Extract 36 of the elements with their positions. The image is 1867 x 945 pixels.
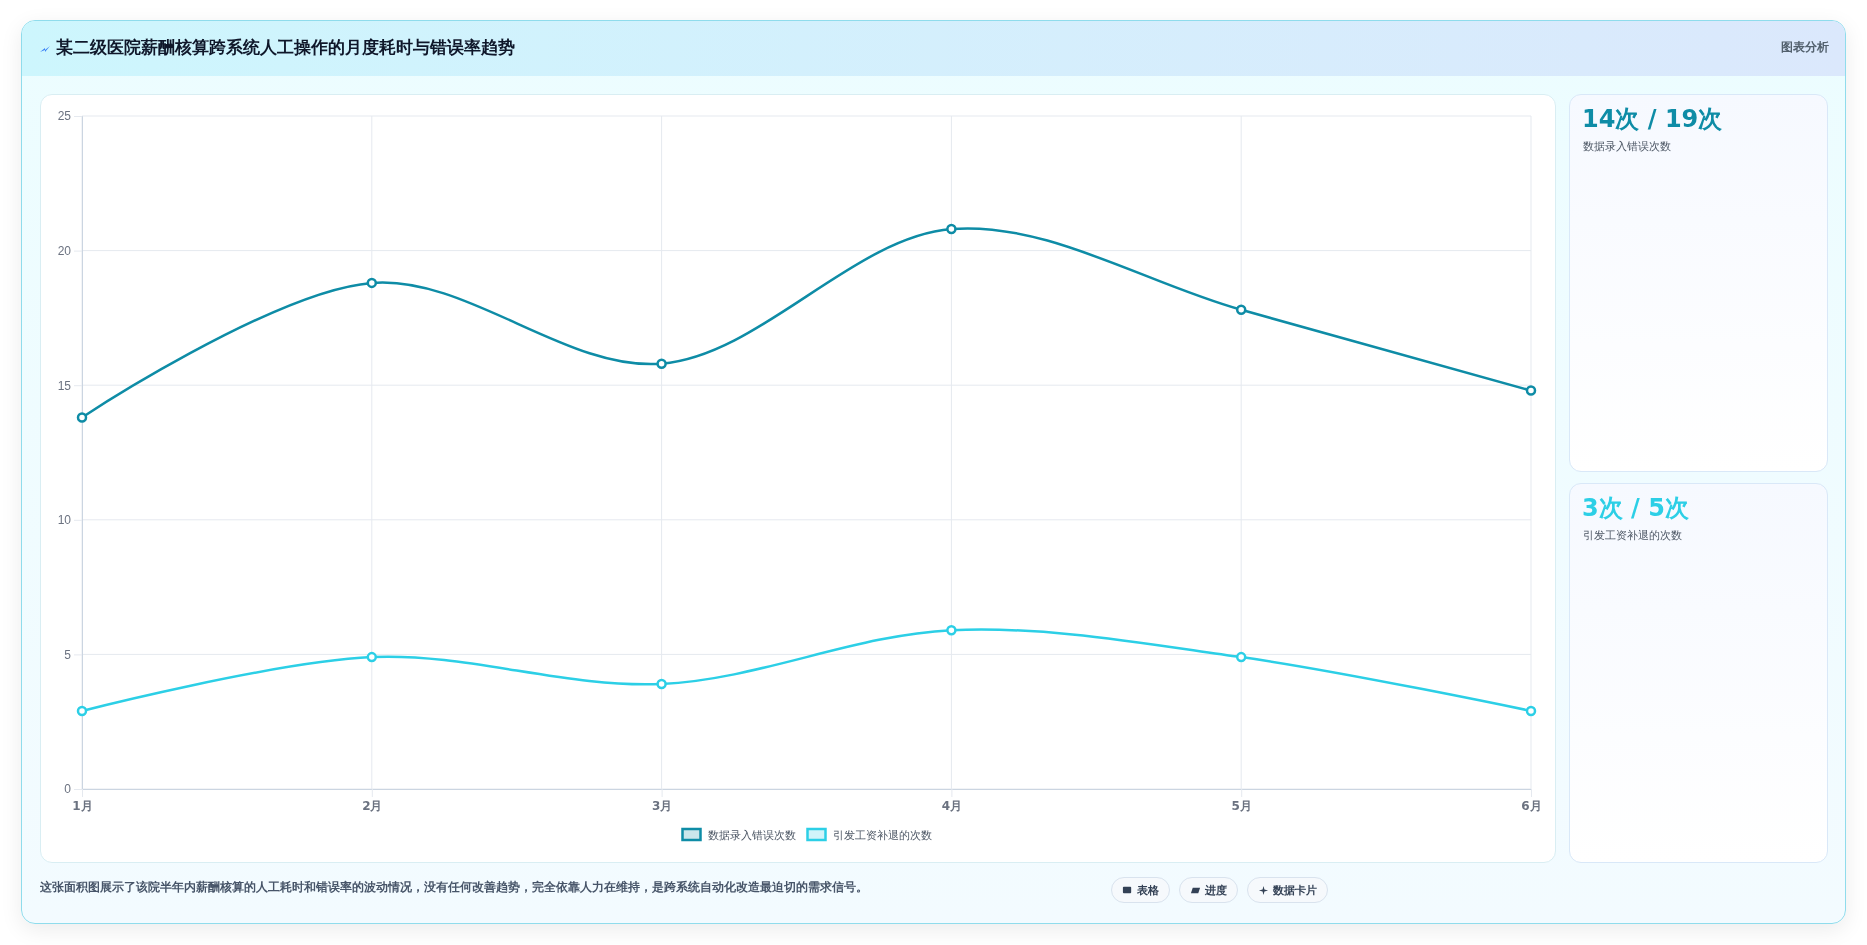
legend-label: 引发工资补退的次数 [833,829,932,842]
x-tick-label: 1月 [72,798,93,813]
point [1525,385,1537,396]
point [1525,705,1537,717]
point [366,277,378,289]
chart-title: 某二级医院薪酬核算跨系统人工操作的月度耗时与错误率趋势 [56,36,515,59]
y-tick-label: 5 [64,647,72,662]
text: 图表分析 [1781,39,1829,56]
y-tick-label: 20 [57,243,72,258]
text: 引发工资补退的次数 [1583,528,1682,543]
point [946,223,957,235]
point [656,358,667,369]
text: 14次 / 19次 [1582,104,1723,135]
point [76,412,88,423]
x-tick-label: 6月 [1521,798,1542,813]
point [1235,304,1247,316]
text: 数据录入错误次数 [1583,139,1671,154]
text: 这张面积图展示了该院半年内薪酬核算的人工耗时和错误率的波动情况，没有任何改善趋势，完全依靠人力在维持，是跨系统自动化改造最迫切的需求信号。 [40,879,868,896]
text: 表格 [1137,882,1159,898]
x-tick-label: 5月 [1231,798,1252,813]
point [946,624,957,636]
text: 数据卡片 [1273,882,1317,898]
point [366,651,378,663]
x-tick-label: 3月 [651,798,673,813]
x-tick-label: 4月 [941,798,963,813]
y-tick-label: 0 [64,782,72,797]
text: 进度 [1205,882,1227,898]
text: 3次 / 5次 [1582,493,1689,524]
point [76,705,88,717]
legend-label: 数据录入错误次数 [708,829,796,842]
point [1235,651,1247,663]
y-tick-label: 15 [57,378,72,393]
x-tick-label: 2月 [362,798,383,813]
y-tick-label: 10 [57,513,72,528]
point [656,678,667,690]
y-tick-label: 25 [57,109,72,124]
